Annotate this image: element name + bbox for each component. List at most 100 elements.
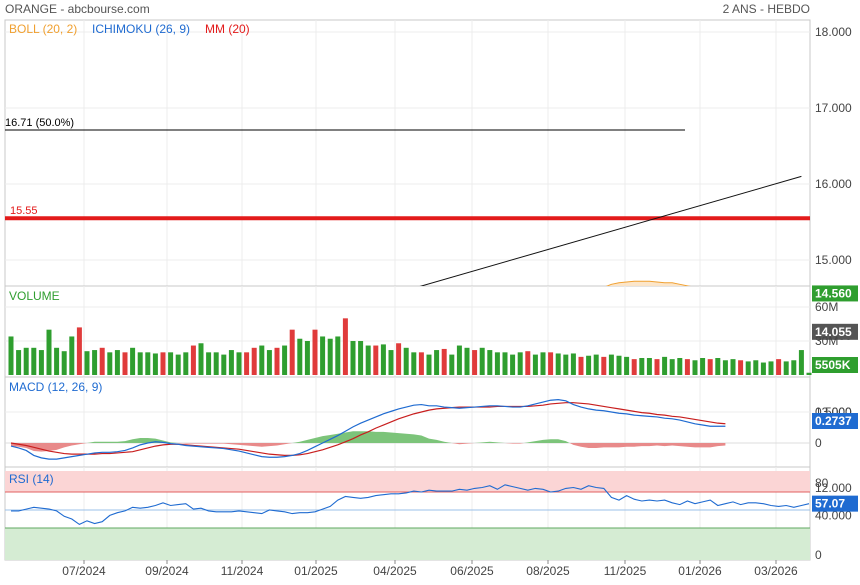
volume-bar: [228, 350, 234, 375]
volume-bar: [145, 352, 151, 375]
volume-bar: [198, 343, 204, 375]
volume-bar: [449, 354, 455, 375]
volume-bar: [46, 329, 52, 375]
volume-title: VOLUME: [9, 289, 60, 303]
volume-bar: [548, 352, 554, 375]
volume-bar: [464, 347, 470, 375]
volume-bar: [707, 359, 713, 375]
volume-bar: [221, 354, 227, 375]
legend-item-2: MM (20): [205, 22, 250, 36]
volume-bar: [662, 356, 668, 375]
volume-bar: [312, 329, 318, 375]
volume-bar: [669, 359, 675, 375]
price-panel-frame: [4, 19, 811, 287]
volume-bar: [494, 352, 500, 375]
volume-bar: [61, 351, 67, 375]
volume-bar: [677, 358, 683, 375]
volume-bar: [152, 353, 158, 375]
volume-bar: [365, 345, 371, 375]
x-tick-label: 04/2025: [373, 564, 417, 578]
fibo-label-0: 16.71 (50.0%): [5, 117, 74, 129]
price-tick-label: 16.000: [815, 177, 852, 191]
price-tick-label: 18.000: [815, 25, 852, 39]
volume-bar: [92, 350, 98, 375]
volume-bar: [745, 361, 751, 375]
volume-bar: [608, 354, 614, 375]
price-tick-label: 15.000: [815, 253, 852, 267]
volume-bar: [760, 362, 766, 375]
x-tick-label: 01/2025: [294, 564, 338, 578]
volume-bar: [350, 341, 356, 375]
volume-bar: [776, 359, 782, 375]
x-tick-label: 08/2025: [526, 564, 570, 578]
volume-bar: [76, 327, 82, 375]
volume-bar: [84, 351, 90, 375]
fibo-label-1: 15.55: [10, 205, 38, 217]
price-tick-label: 17.000: [815, 101, 852, 115]
volume-bar: [700, 358, 706, 375]
volume-bar: [753, 360, 759, 375]
volume-bar: [38, 350, 44, 375]
volume-bar: [791, 360, 797, 375]
volume-bar: [259, 345, 265, 375]
price-last-label-1: 14.055: [815, 325, 852, 339]
rsi-last-label: 57.07: [815, 497, 845, 511]
volume-bar: [289, 329, 295, 375]
volume-bar: [16, 350, 22, 375]
volume-bar: [411, 352, 417, 375]
price-tick-label: 12.000: [815, 481, 852, 495]
legend-item-0: BOLL (20, 2): [9, 22, 77, 36]
volume-panel: VOLUME 60M 30M 5505K: [5, 289, 858, 375]
x-tick-label: 01/2026: [678, 564, 722, 578]
volume-bar: [525, 351, 531, 375]
volume-bar: [555, 353, 561, 375]
volume-bar: [244, 352, 250, 375]
volume-bar: [586, 355, 592, 375]
volume-bar: [31, 347, 37, 375]
volume-bar: [282, 345, 288, 375]
volume-bar: [479, 347, 485, 375]
volume-bar: [388, 350, 394, 375]
volume-bar: [403, 347, 409, 375]
rsi-tick-label: 0: [815, 548, 822, 562]
price-last-badge: [812, 285, 858, 302]
macd-panel-frame: [4, 376, 811, 468]
volume-bar: [23, 347, 29, 375]
volume-bar: [358, 341, 364, 375]
volume-bar: [570, 353, 576, 375]
volume-bar: [99, 347, 105, 375]
volume-bar: [434, 350, 440, 375]
rsi-overbought-zone: [5, 471, 810, 492]
volume-bar: [601, 356, 607, 375]
x-tick-label: 07/2024: [62, 564, 106, 578]
macd-histogram-positive: [11, 431, 726, 443]
macd-signal-line: [10, 402, 726, 456]
volume-bar: [624, 356, 630, 375]
macd-tick-label: 0: [815, 436, 822, 450]
volume-bar: [8, 336, 14, 375]
volume-bar: [396, 343, 402, 375]
volume-bar: [114, 350, 120, 375]
volume-bar: [130, 347, 136, 375]
volume-bar: [806, 372, 812, 375]
macd-title: MACD (12, 26, 9): [9, 380, 102, 394]
volume-bar: [684, 359, 690, 375]
volume-bar: [456, 345, 462, 375]
volume-bar: [563, 354, 569, 375]
volume-bar: [137, 352, 143, 375]
volume-bar: [616, 355, 622, 375]
volume-bar: [768, 361, 774, 375]
volume-bar: [54, 347, 60, 375]
volume-bar: [646, 358, 652, 375]
rsi-panel: RSI (14) 80 40.000 0 57.07: [5, 471, 858, 562]
macd-line: [10, 398, 726, 460]
x-tick-label: 11/2024: [221, 564, 264, 578]
volume-bar: [517, 352, 523, 375]
volume-bar: [274, 347, 280, 375]
volume-bar: [236, 352, 242, 375]
macd-histogram-negative: [11, 443, 726, 452]
volume-bar: [160, 352, 166, 375]
